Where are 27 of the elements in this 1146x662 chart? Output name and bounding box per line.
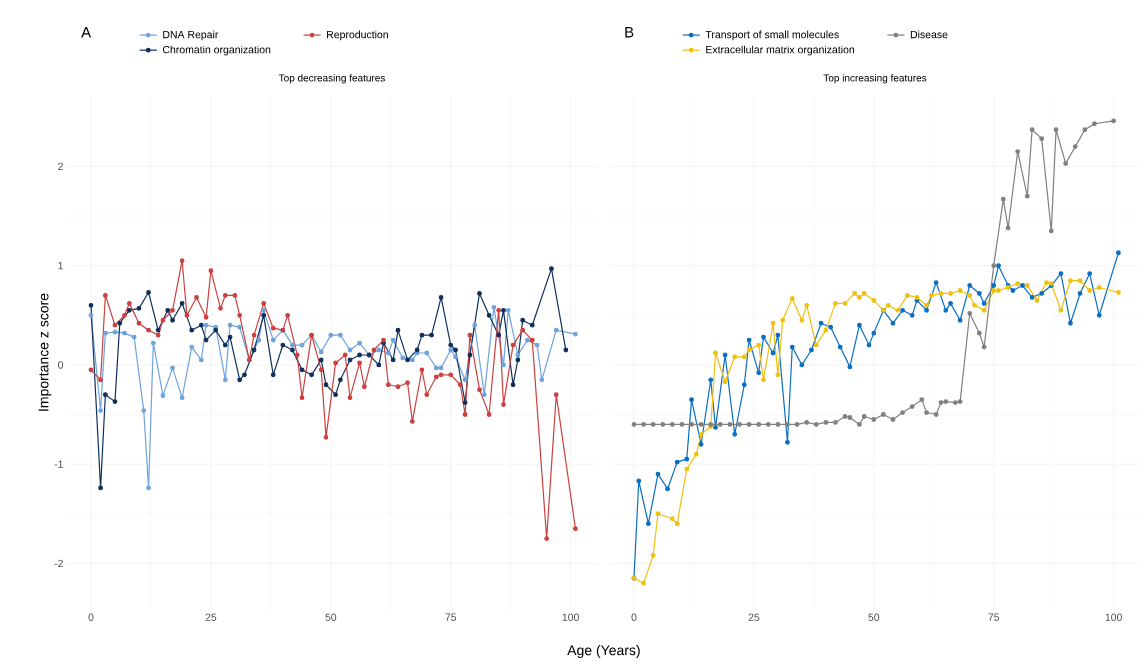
x-axis-title: Age (Years)	[567, 644, 640, 658]
x-tick-label: 100	[562, 613, 579, 621]
x-tick-label: 0	[88, 613, 94, 621]
y-tick-label: -2	[54, 559, 63, 568]
y-tick-label: 0	[58, 361, 64, 369]
text: A	[81, 27, 92, 38]
legend-label: Chromatin organization	[162, 45, 271, 56]
chart-title: Top increasing features	[823, 74, 927, 84]
text: B	[625, 27, 634, 38]
legend-label: DNA Repair	[163, 30, 219, 41]
x-tick-label: 0	[631, 613, 637, 621]
legend-label: Reproduction	[327, 30, 388, 41]
x-tick-label: 50	[325, 613, 337, 621]
x-tick-label: 75	[988, 613, 1000, 621]
x-tick-label: 100	[1105, 613, 1122, 621]
y-tick-label: -1	[54, 460, 63, 468]
y-tick-label: 1	[58, 262, 63, 270]
x-tick-label: 50	[868, 613, 880, 621]
x-tick-label: 25	[748, 613, 760, 621]
x-tick-label: 75	[445, 613, 457, 621]
y-axis-title: Importance z score	[38, 293, 52, 411]
chart-title: Top decreasing features	[278, 74, 385, 84]
legend-label: Disease	[910, 30, 948, 39]
y-tick-label: 2	[58, 162, 63, 171]
legend-label: Transport of small molecules	[705, 30, 839, 41]
x-tick-label: 25	[205, 613, 217, 621]
legend-label: Extracellular matrix organization	[706, 45, 855, 56]
